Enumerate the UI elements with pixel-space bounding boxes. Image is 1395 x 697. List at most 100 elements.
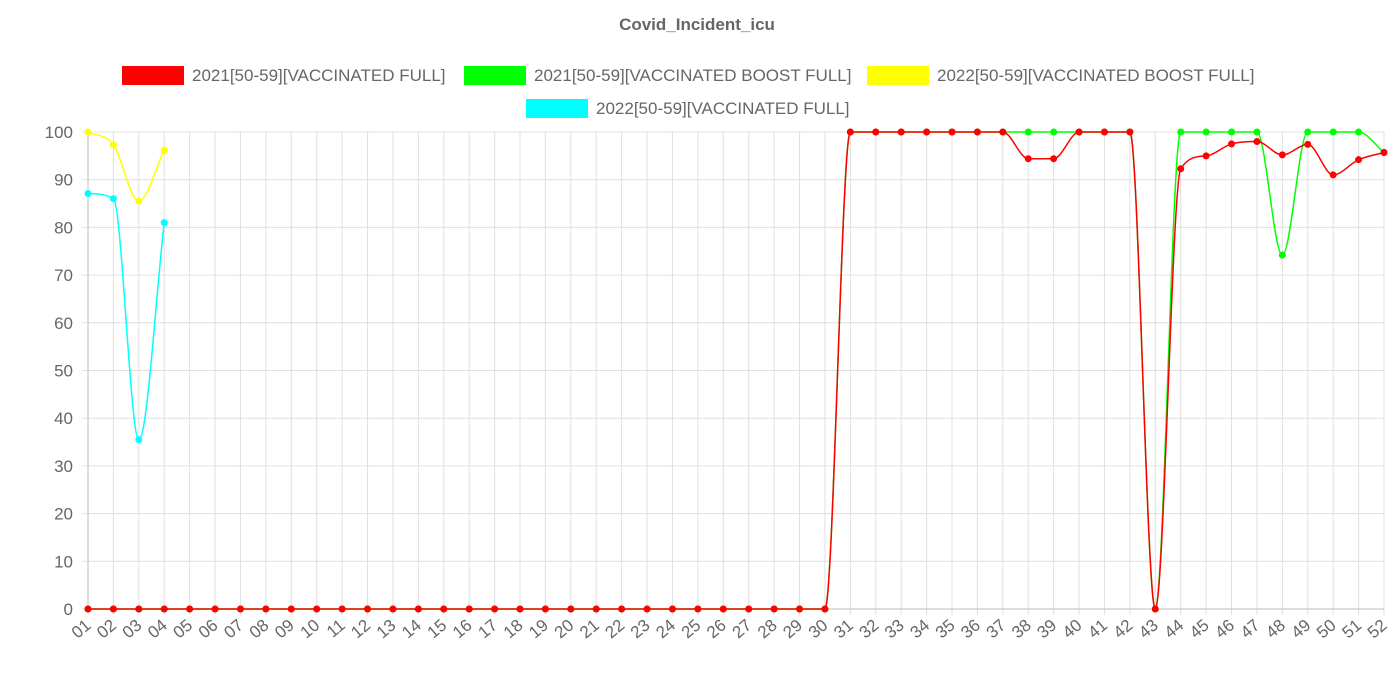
data-point[interactable] bbox=[1304, 128, 1312, 136]
x-tick-label: 23 bbox=[627, 616, 654, 643]
data-point[interactable] bbox=[973, 128, 981, 136]
data-point[interactable] bbox=[770, 605, 778, 613]
x-tick-label: 03 bbox=[119, 616, 146, 643]
data-point[interactable] bbox=[1100, 128, 1108, 136]
legend-swatch-1[interactable] bbox=[122, 66, 184, 85]
data-point[interactable] bbox=[821, 605, 829, 613]
x-tick-label: 09 bbox=[271, 616, 298, 643]
data-point[interactable] bbox=[567, 605, 575, 613]
data-point[interactable] bbox=[440, 605, 448, 613]
data-point[interactable] bbox=[338, 605, 346, 613]
data-point[interactable] bbox=[135, 436, 143, 444]
data-point[interactable] bbox=[1228, 128, 1236, 136]
data-point[interactable] bbox=[160, 146, 168, 154]
y-tick-label: 20 bbox=[54, 505, 73, 524]
data-point[interactable] bbox=[135, 605, 143, 613]
data-point[interactable] bbox=[948, 128, 956, 136]
data-point[interactable] bbox=[796, 605, 804, 613]
data-point[interactable] bbox=[313, 605, 321, 613]
x-tick-label: 50 bbox=[1313, 616, 1340, 643]
data-point[interactable] bbox=[618, 605, 626, 613]
data-point[interactable] bbox=[719, 605, 727, 613]
series-group bbox=[84, 128, 1388, 613]
series-line-3 bbox=[87, 131, 165, 202]
data-point[interactable] bbox=[846, 128, 854, 136]
x-tick-label: 10 bbox=[297, 616, 324, 643]
x-tick-label: 22 bbox=[602, 616, 629, 643]
x-tick-label: 45 bbox=[1186, 616, 1213, 643]
legend-label-3[interactable]: 2022[50-59][VACCINATED BOOST FULL] bbox=[937, 66, 1254, 85]
x-tick-label: 16 bbox=[449, 616, 476, 643]
data-point[interactable] bbox=[160, 605, 168, 613]
data-point[interactable] bbox=[84, 605, 92, 613]
data-point[interactable] bbox=[1380, 149, 1388, 157]
data-point[interactable] bbox=[1253, 128, 1261, 136]
data-point[interactable] bbox=[1177, 128, 1185, 136]
data-point[interactable] bbox=[1202, 152, 1210, 160]
legend-swatch-3[interactable] bbox=[867, 66, 929, 85]
y-tick-label: 10 bbox=[54, 552, 73, 571]
data-point[interactable] bbox=[236, 605, 244, 613]
data-point[interactable] bbox=[745, 605, 753, 613]
data-point[interactable] bbox=[135, 197, 143, 205]
legend-swatch-2[interactable] bbox=[464, 66, 526, 85]
series-line-4 bbox=[87, 192, 165, 441]
data-point[interactable] bbox=[1355, 156, 1363, 164]
data-point[interactable] bbox=[1355, 128, 1363, 136]
data-point[interactable] bbox=[1304, 140, 1312, 148]
data-point[interactable] bbox=[84, 190, 92, 198]
data-point[interactable] bbox=[109, 141, 117, 149]
data-point[interactable] bbox=[592, 605, 600, 613]
data-point[interactable] bbox=[1050, 155, 1058, 163]
data-point[interactable] bbox=[1024, 155, 1032, 163]
data-point[interactable] bbox=[465, 605, 473, 613]
data-point[interactable] bbox=[516, 605, 524, 613]
data-point[interactable] bbox=[211, 605, 219, 613]
data-point[interactable] bbox=[1253, 138, 1261, 146]
data-point[interactable] bbox=[1075, 128, 1083, 136]
data-point[interactable] bbox=[923, 128, 931, 136]
data-point[interactable] bbox=[1329, 128, 1337, 136]
data-point[interactable] bbox=[999, 128, 1007, 136]
data-point[interactable] bbox=[1228, 140, 1236, 148]
data-point[interactable] bbox=[109, 605, 117, 613]
data-point[interactable] bbox=[186, 605, 194, 613]
legend-label-4[interactable]: 2022[50-59][VACCINATED FULL] bbox=[596, 99, 850, 118]
data-point[interactable] bbox=[1177, 165, 1185, 173]
data-point[interactable] bbox=[1126, 128, 1134, 136]
data-point[interactable] bbox=[414, 605, 422, 613]
data-point[interactable] bbox=[694, 605, 702, 613]
data-point[interactable] bbox=[84, 128, 92, 136]
data-point[interactable] bbox=[389, 605, 397, 613]
data-point[interactable] bbox=[262, 605, 270, 613]
data-point[interactable] bbox=[1278, 151, 1286, 159]
x-tick-label: 25 bbox=[678, 616, 705, 643]
data-point[interactable] bbox=[872, 128, 880, 136]
data-point[interactable] bbox=[1329, 171, 1337, 179]
y-tick-label: 90 bbox=[54, 171, 73, 190]
data-point[interactable] bbox=[109, 195, 117, 203]
data-point[interactable] bbox=[160, 219, 168, 227]
data-point[interactable] bbox=[1024, 128, 1032, 136]
x-tick-label: 19 bbox=[525, 616, 552, 643]
data-point[interactable] bbox=[643, 605, 651, 613]
data-point[interactable] bbox=[1151, 605, 1159, 613]
data-point[interactable] bbox=[1050, 128, 1058, 136]
data-point[interactable] bbox=[668, 605, 676, 613]
legend-swatch-4[interactable] bbox=[526, 99, 588, 118]
data-point[interactable] bbox=[1278, 251, 1286, 259]
x-tick-label: 33 bbox=[881, 616, 908, 643]
data-point[interactable] bbox=[491, 605, 499, 613]
legend-label-1[interactable]: 2021[50-59][VACCINATED FULL] bbox=[192, 66, 446, 85]
data-point[interactable] bbox=[287, 605, 295, 613]
x-tick-label: 07 bbox=[220, 616, 247, 643]
legend-label-2[interactable]: 2021[50-59][VACCINATED BOOST FULL] bbox=[534, 66, 851, 85]
x-tick-label: 48 bbox=[1262, 616, 1289, 643]
data-point[interactable] bbox=[897, 128, 905, 136]
x-tick-label: 38 bbox=[1008, 616, 1035, 643]
data-point[interactable] bbox=[364, 605, 372, 613]
data-point[interactable] bbox=[541, 605, 549, 613]
chart-title: Covid_Incident_icu bbox=[619, 15, 775, 34]
data-point[interactable] bbox=[1202, 128, 1210, 136]
